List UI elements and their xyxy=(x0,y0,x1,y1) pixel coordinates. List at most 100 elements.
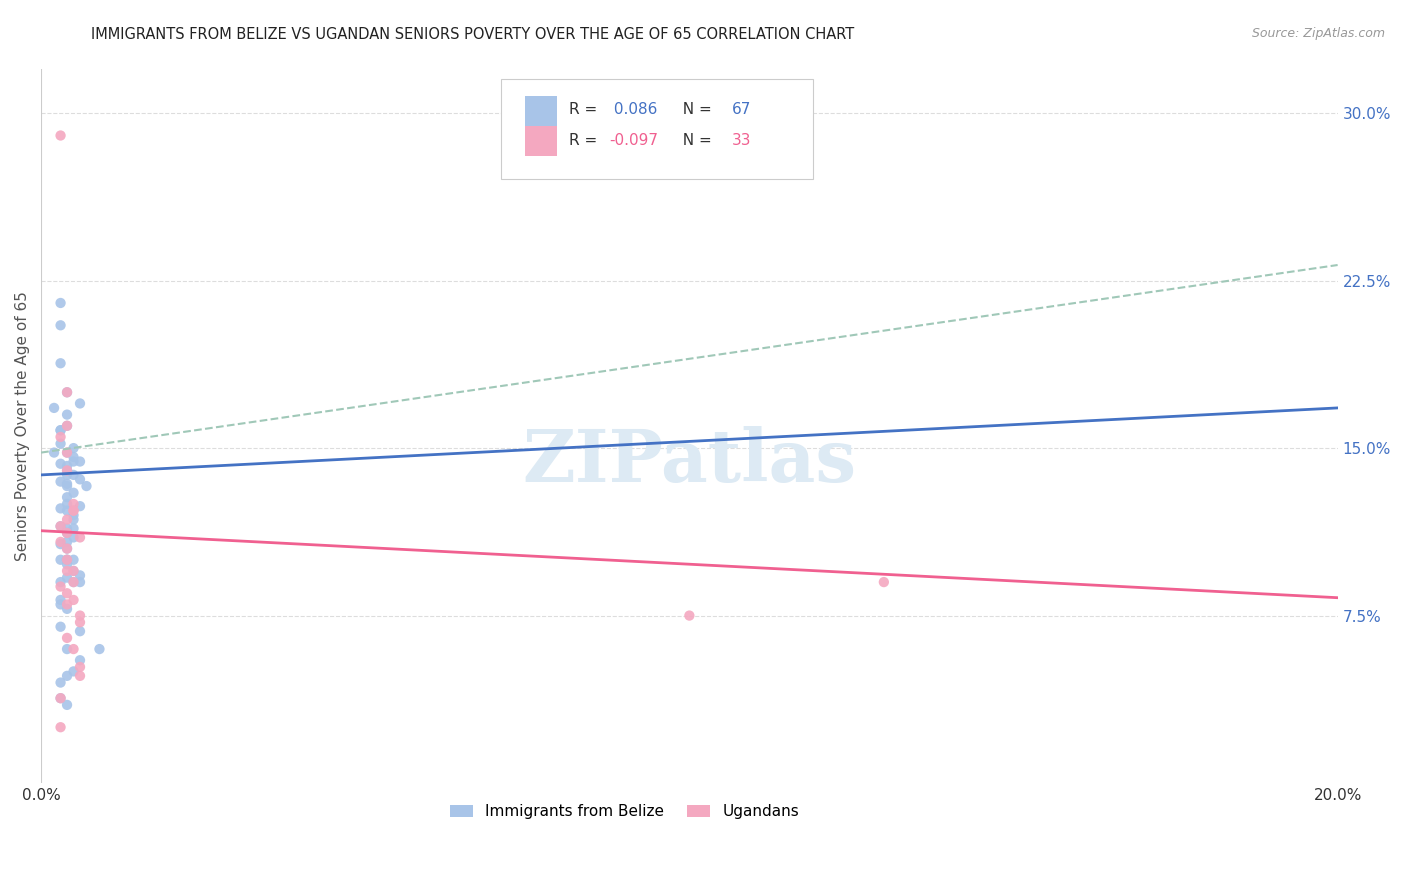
Point xyxy=(49,553,72,567)
Point xyxy=(56,445,79,459)
Point xyxy=(62,485,84,500)
Point xyxy=(56,385,79,400)
Point xyxy=(56,558,79,572)
Text: N =: N = xyxy=(672,103,716,118)
Point xyxy=(56,525,79,540)
Text: R =: R = xyxy=(569,103,602,118)
Point xyxy=(49,423,72,437)
Point xyxy=(62,564,84,578)
Point xyxy=(56,418,79,433)
Point xyxy=(56,445,79,459)
Point xyxy=(69,530,91,544)
Point xyxy=(49,128,72,143)
Point xyxy=(56,698,79,712)
Point xyxy=(49,691,72,706)
Point xyxy=(56,490,79,504)
Point xyxy=(56,479,79,493)
Y-axis label: Seniors Poverty Over the Age of 65: Seniors Poverty Over the Age of 65 xyxy=(15,291,30,561)
Point xyxy=(49,501,72,516)
Point xyxy=(56,586,79,600)
Point xyxy=(49,475,72,489)
Text: 67: 67 xyxy=(733,103,752,118)
Point xyxy=(56,467,79,482)
Point xyxy=(62,575,84,590)
Point xyxy=(62,553,84,567)
Point xyxy=(76,479,98,493)
Point xyxy=(62,467,84,482)
Point xyxy=(69,653,91,667)
Point xyxy=(62,503,84,517)
Point xyxy=(69,454,91,468)
Point xyxy=(62,512,84,526)
FancyBboxPatch shape xyxy=(502,79,813,179)
Point xyxy=(62,665,84,679)
Point xyxy=(69,608,91,623)
Point xyxy=(56,521,79,535)
Point xyxy=(56,476,79,491)
Point xyxy=(56,553,79,567)
Point xyxy=(56,553,79,567)
Point xyxy=(69,472,91,486)
Point xyxy=(56,408,79,422)
Point xyxy=(49,356,72,370)
Point xyxy=(62,454,84,468)
Point xyxy=(69,669,91,683)
Text: R =: R = xyxy=(569,133,602,148)
Point xyxy=(49,318,72,333)
Point xyxy=(678,608,700,623)
Point xyxy=(49,593,72,607)
Point xyxy=(56,525,79,540)
Point xyxy=(49,534,72,549)
Point xyxy=(56,602,79,616)
Point xyxy=(62,497,84,511)
Point xyxy=(49,430,72,444)
Point xyxy=(62,642,84,657)
Point xyxy=(69,615,91,630)
Point xyxy=(49,537,72,551)
Point xyxy=(56,669,79,683)
Point xyxy=(62,441,84,455)
Point xyxy=(89,642,111,657)
Point xyxy=(49,436,72,450)
Point xyxy=(56,631,79,645)
Text: 33: 33 xyxy=(733,133,752,148)
Point xyxy=(49,691,72,706)
Point xyxy=(49,457,72,471)
Point xyxy=(49,519,72,533)
Point xyxy=(49,598,72,612)
Point xyxy=(69,396,91,410)
Point xyxy=(49,675,72,690)
FancyBboxPatch shape xyxy=(524,95,557,126)
Point xyxy=(56,463,79,477)
Point xyxy=(42,445,65,459)
Point xyxy=(49,423,72,437)
Point xyxy=(49,519,72,533)
Legend: Immigrants from Belize, Ugandans: Immigrants from Belize, Ugandans xyxy=(444,798,806,825)
Point xyxy=(56,541,79,556)
Point xyxy=(69,660,91,674)
Point xyxy=(56,497,79,511)
Point xyxy=(49,720,72,734)
Text: Source: ZipAtlas.com: Source: ZipAtlas.com xyxy=(1251,27,1385,40)
Point xyxy=(49,296,72,310)
Text: ZIPatlas: ZIPatlas xyxy=(522,426,856,497)
Point xyxy=(56,553,79,567)
Point xyxy=(62,503,84,517)
Point xyxy=(56,458,79,473)
Point xyxy=(62,521,84,535)
Point xyxy=(49,575,72,590)
Point xyxy=(62,593,84,607)
Point xyxy=(56,598,79,612)
Text: IMMIGRANTS FROM BELIZE VS UGANDAN SENIORS POVERTY OVER THE AGE OF 65 CORRELATION: IMMIGRANTS FROM BELIZE VS UGANDAN SENIOR… xyxy=(91,27,855,42)
Point xyxy=(56,642,79,657)
Point xyxy=(69,568,91,582)
Point xyxy=(56,385,79,400)
Text: N =: N = xyxy=(672,133,716,148)
Point xyxy=(42,401,65,415)
FancyBboxPatch shape xyxy=(524,127,557,156)
Point xyxy=(62,564,84,578)
Point xyxy=(56,463,79,477)
Point xyxy=(56,534,79,549)
Point xyxy=(873,575,896,590)
Point xyxy=(69,624,91,639)
